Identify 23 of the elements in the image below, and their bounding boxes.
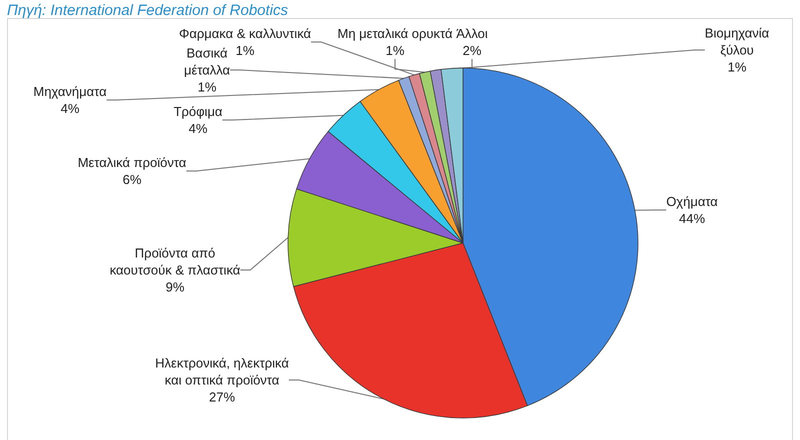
data-label: 4% — [60, 101, 80, 116]
slice-label: Βασικά μέταλλα — [184, 46, 231, 78]
data-label: 9% — [166, 280, 185, 294]
data-label: 6% — [122, 172, 142, 187]
data-label: 1% — [728, 60, 747, 74]
data-label: 1% — [198, 80, 217, 94]
data-label: 1% — [236, 43, 255, 58]
slice-label: Βιομηχανία ξύλου — [704, 26, 770, 58]
slice-label: Οχήματα — [666, 194, 718, 209]
slice-label: Μη μεταλικά ορυκτά — [338, 26, 453, 41]
slice-label: Μηχανήματα — [33, 84, 108, 99]
data-label: 44% — [678, 211, 706, 226]
data-label: 1% — [386, 43, 405, 58]
slice-label: Άλλοι — [456, 26, 488, 41]
text: Πηγή: International Federation of Robotics — [7, 2, 288, 19]
slice-label: Φαρμακα & καλλυντικά — [178, 26, 312, 41]
data-label: 4% — [188, 121, 208, 136]
data-label: 27% — [208, 390, 236, 404]
slice-label: Ηλεκτρονικά, ηλεκτρικά και οπτικά προϊόντα — [155, 356, 290, 388]
slice-label: Προϊόντα από καουτσούκ & πλαστικά — [110, 246, 241, 278]
data-label: 2% — [462, 43, 482, 58]
slice-label: Μεταλικά προϊόντα — [78, 155, 187, 170]
slice-label: Τρόφιμα — [174, 104, 223, 119]
